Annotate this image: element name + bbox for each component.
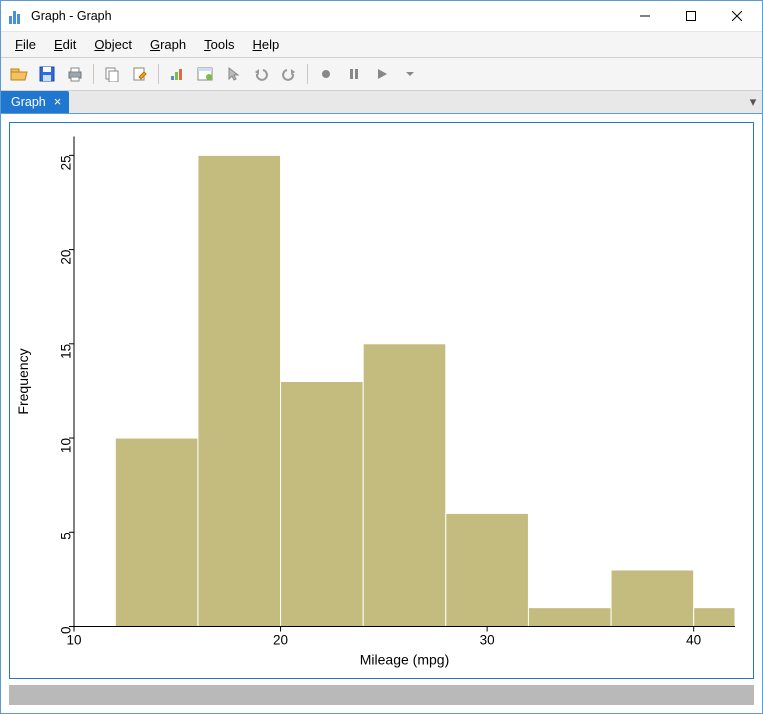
y-tick-label: 20 <box>59 250 74 265</box>
tab-dropdown-icon[interactable]: ▾ <box>744 91 762 113</box>
maximize-button[interactable] <box>668 1 714 31</box>
toolbar <box>1 58 762 91</box>
start-dialog-icon[interactable] <box>193 62 217 86</box>
histogram-bar <box>694 608 735 627</box>
content-area: 051015202510203040Mileage (mpg)Frequency <box>1 114 762 713</box>
toolbar-separator <box>93 64 94 84</box>
redo-icon[interactable] <box>277 62 301 86</box>
pause-icon[interactable] <box>342 62 366 86</box>
menu-object[interactable]: Object <box>86 35 140 54</box>
play-icon[interactable] <box>370 62 394 86</box>
edit-icon[interactable] <box>128 62 152 86</box>
histogram-bar <box>198 155 281 626</box>
app-icon <box>9 8 25 24</box>
histogram-bar <box>363 344 446 627</box>
window-titlebar: Graph - Graph <box>1 1 762 32</box>
minimize-button[interactable] <box>622 1 668 31</box>
toolbar-separator <box>158 64 159 84</box>
undo-icon[interactable] <box>249 62 273 86</box>
open-icon[interactable] <box>7 62 31 86</box>
close-button[interactable] <box>714 1 760 31</box>
x-tick-label: 30 <box>480 633 495 648</box>
menu-bar: FileEditObjectGraphToolsHelp <box>1 32 762 57</box>
x-tick-label: 10 <box>66 633 81 648</box>
pointer-icon[interactable] <box>221 62 245 86</box>
chart-container: 051015202510203040Mileage (mpg)Frequency <box>9 122 754 679</box>
histogram-bar <box>446 513 529 626</box>
histogram-bar <box>611 570 694 627</box>
toolbar-separator <box>307 64 308 84</box>
menu-file[interactable]: File <box>7 35 44 54</box>
menu-tools[interactable]: Tools <box>196 35 242 54</box>
tab-label: Graph <box>11 95 46 109</box>
y-axis-label: Frequency <box>15 348 31 414</box>
tab-graph[interactable]: Graph × <box>1 91 69 113</box>
menu-graph[interactable]: Graph <box>142 35 194 54</box>
tab-strip: Graph × ▾ <box>1 91 762 114</box>
y-tick-label: 10 <box>59 438 74 453</box>
save-icon[interactable] <box>35 62 59 86</box>
tab-close-icon[interactable]: × <box>52 94 64 109</box>
print-icon[interactable] <box>63 62 87 86</box>
x-tick-label: 20 <box>273 633 288 648</box>
status-bar <box>9 685 754 705</box>
x-axis-label: Mileage (mpg) <box>360 652 449 668</box>
y-tick-label: 25 <box>59 155 74 170</box>
record-icon[interactable] <box>314 62 338 86</box>
y-tick-label: 15 <box>59 344 74 359</box>
y-tick-label: 5 <box>59 532 74 540</box>
window-title: Graph - Graph <box>31 9 622 23</box>
menu-edit[interactable]: Edit <box>46 35 84 54</box>
start-graph-editor-icon[interactable] <box>165 62 189 86</box>
menu-help[interactable]: Help <box>244 35 287 54</box>
histogram-bar <box>528 608 611 627</box>
x-tick-label: 40 <box>686 633 701 648</box>
play-dropdown-icon[interactable] <box>398 62 422 86</box>
copy-icon[interactable] <box>100 62 124 86</box>
histogram-bar <box>281 382 364 627</box>
histogram-chart: 051015202510203040Mileage (mpg)Frequency <box>10 123 753 678</box>
histogram-bar <box>115 438 198 626</box>
